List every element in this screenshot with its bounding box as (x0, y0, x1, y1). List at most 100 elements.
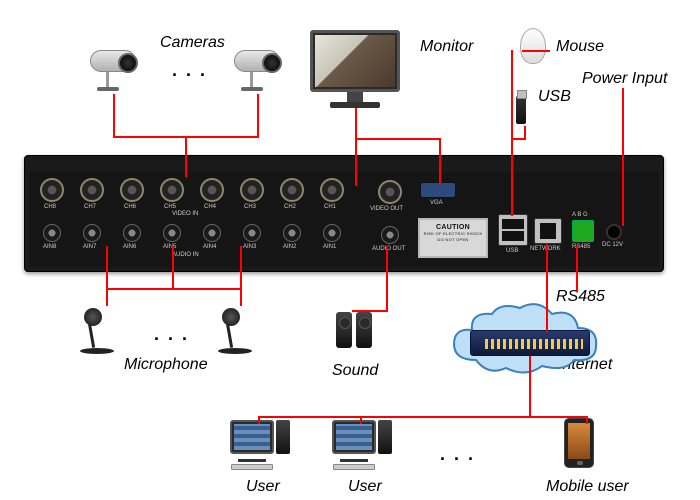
row-label-audio-in: AUDIO IN (172, 252, 199, 258)
bnc-video-in (120, 178, 144, 202)
connector-line (586, 416, 588, 424)
connector-line (240, 246, 242, 306)
usb-drive-icon (516, 96, 526, 124)
port-label-video: CH2 (284, 204, 296, 210)
microphone-icon (84, 308, 114, 354)
connector-line (622, 88, 624, 226)
bnc-video-out (378, 180, 402, 204)
ellipsis-cameras: . . . (172, 60, 207, 81)
caution-plate: CAUTIONRISK OF ELECTRIC SHOCKDO NOT OPEN (418, 218, 488, 258)
label-mouse: Mouse (556, 38, 604, 56)
connector-line (576, 246, 578, 292)
label-mobile-user: Mobile user (546, 478, 629, 496)
rca-audio-in (323, 224, 341, 242)
connector-line (386, 246, 388, 312)
connector-line (546, 244, 548, 332)
port-label-video: CH7 (84, 204, 96, 210)
connector-line (355, 138, 441, 140)
connector-line (511, 138, 526, 140)
port-label-audio: AIN5 (163, 244, 176, 250)
rca-audio-out (381, 226, 399, 244)
rca-audio-in (243, 224, 261, 242)
connector-line (511, 138, 513, 216)
rca-audio-in (123, 224, 141, 242)
mouse-icon (520, 28, 546, 64)
connector-line (522, 50, 550, 52)
port-label-video: CH3 (244, 204, 256, 210)
ellipsis-users: . . . (440, 444, 475, 465)
bnc-video-in (240, 178, 264, 202)
port-label-video: CH1 (324, 204, 336, 210)
monitor-icon (310, 30, 400, 108)
port-label-audio: AIN6 (123, 244, 136, 250)
bnc-video-in (160, 178, 184, 202)
port-label-rs485: RS485 (572, 244, 590, 250)
bnc-video-in (80, 178, 104, 202)
port-label-video: CH5 (164, 204, 176, 210)
connector-line (355, 108, 357, 186)
bnc-video-in (200, 178, 224, 202)
rca-audio-in (203, 224, 221, 242)
bnc-video-in (40, 178, 64, 202)
label-power-input: Power Input (582, 70, 667, 88)
port-label-video: CH8 (44, 204, 56, 210)
port-label-dc: DC 12V (602, 242, 623, 248)
connector-line (352, 310, 388, 312)
connector-line (529, 356, 531, 418)
port-label-vga: VGA (430, 200, 443, 206)
rca-audio-in (163, 224, 181, 242)
port-label-audio: AIN1 (323, 244, 336, 250)
label-usb: USB (538, 88, 571, 106)
bnc-video-in (280, 178, 304, 202)
mobile-phone-icon (564, 418, 594, 468)
port-label-audio: AIN4 (203, 244, 216, 250)
camera-icon (234, 50, 280, 72)
bnc-video-in (320, 178, 344, 202)
label-monitor: Monitor (420, 38, 473, 56)
network-switch-icon (470, 330, 590, 356)
ethernet-port (534, 218, 562, 244)
connector-line (439, 138, 441, 184)
port-label-audio: AIN7 (83, 244, 96, 250)
connector-line (257, 94, 259, 138)
connector-line (258, 416, 260, 424)
port-label-audio: AIN2 (283, 244, 296, 250)
label-cameras: Cameras (160, 34, 225, 52)
ellipsis-mics: . . . (154, 324, 189, 345)
port-label-video: CH4 (204, 204, 216, 210)
vga-port (420, 182, 456, 198)
port-label-rs485-pins: A B G (572, 212, 588, 218)
label-user-2: User (348, 478, 382, 496)
rca-audio-in (43, 224, 61, 242)
connector-line (106, 288, 242, 290)
connector-line (258, 416, 588, 418)
connector-line (113, 94, 115, 138)
connector-line (511, 50, 513, 140)
user-pc-icon (332, 420, 376, 470)
label-sound: Sound (332, 362, 378, 380)
microphone-icon (222, 308, 252, 354)
dvr-unit (24, 155, 664, 272)
rs485-terminal (572, 220, 594, 242)
user-pc-icon (230, 420, 274, 470)
camera-icon (90, 50, 136, 72)
dvr-connection-diagram: { "type": "infographic", "title": "DVR R… (0, 0, 700, 500)
port-label-audio: AIN3 (243, 244, 256, 250)
port-label-audio-out: AUDIO OUT (372, 246, 405, 252)
port-label-video-out: VIDEO OUT (370, 206, 403, 212)
usb-ports (498, 214, 528, 246)
row-label-video-in: VIDEO IN (172, 211, 198, 217)
port-label-usb: USB (506, 248, 518, 254)
port-label-video: CH6 (124, 204, 136, 210)
connector-line (106, 246, 108, 306)
port-label-audio: AIN8 (43, 244, 56, 250)
rca-audio-in (283, 224, 301, 242)
connector-line (172, 246, 174, 290)
label-microphone: Microphone (124, 356, 208, 374)
rca-audio-in (83, 224, 101, 242)
connector-line (185, 136, 187, 177)
speakers-icon (336, 312, 372, 348)
dc-power-jack (606, 224, 622, 240)
label-user-1: User (246, 478, 280, 496)
connector-line (360, 416, 362, 424)
